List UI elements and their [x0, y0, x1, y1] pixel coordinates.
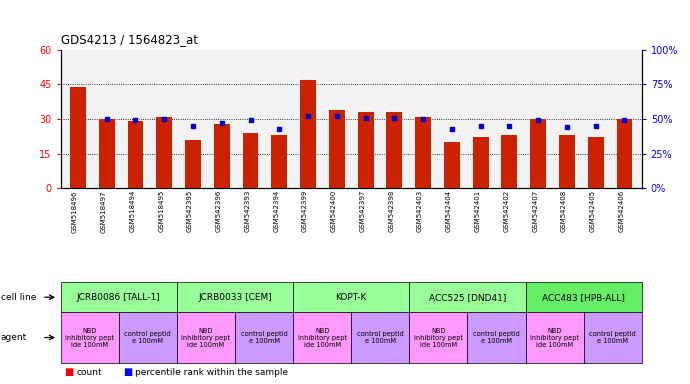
Text: GSM542408: GSM542408 [561, 190, 567, 232]
Text: GSM542403: GSM542403 [417, 190, 423, 232]
Text: GSM542407: GSM542407 [532, 190, 538, 232]
Text: control peptid
e 100mM: control peptid e 100mM [589, 331, 636, 344]
Bar [300, 80, 316, 188]
Text: control peptid
e 100mM: control peptid e 100mM [241, 331, 288, 344]
Text: GSM542401: GSM542401 [475, 190, 481, 232]
Bar [559, 135, 575, 188]
Text: JCRB0033 [CEM]: JCRB0033 [CEM] [198, 293, 272, 302]
Text: count: count [77, 368, 102, 377]
Text: GSM518496: GSM518496 [72, 190, 78, 233]
Text: NBD
inhibitory pept
ide 100mM: NBD inhibitory pept ide 100mM [530, 328, 579, 348]
Text: GSM542399: GSM542399 [302, 190, 308, 232]
Text: JCRB0086 [TALL-1]: JCRB0086 [TALL-1] [77, 293, 161, 302]
Text: ACC483 [HPB-ALL]: ACC483 [HPB-ALL] [542, 293, 625, 302]
Text: GSM542406: GSM542406 [618, 190, 624, 232]
Text: cell line: cell line [1, 293, 36, 302]
Text: GSM518494: GSM518494 [130, 190, 135, 232]
Bar [617, 119, 632, 188]
Bar [473, 137, 489, 188]
Bar [70, 87, 86, 188]
Bar [415, 117, 431, 188]
Text: GSM542394: GSM542394 [273, 190, 279, 232]
Text: KOPT-K: KOPT-K [335, 293, 367, 302]
Bar [502, 135, 518, 188]
Text: GSM542396: GSM542396 [216, 190, 221, 232]
Bar [329, 110, 345, 188]
Bar [185, 140, 201, 188]
Text: GSM542405: GSM542405 [590, 190, 595, 232]
Text: agent: agent [1, 333, 27, 342]
Bar [214, 124, 230, 188]
Text: ACC525 [DND41]: ACC525 [DND41] [428, 293, 506, 302]
Text: NBD
inhibitory pept
ide 100mM: NBD inhibitory pept ide 100mM [297, 328, 346, 348]
Text: NBD
inhibitory pept
ide 100mM: NBD inhibitory pept ide 100mM [414, 328, 463, 348]
Bar [243, 133, 259, 188]
Text: control peptid
e 100mM: control peptid e 100mM [357, 331, 404, 344]
Text: NBD
inhibitory pept
ide 100mM: NBD inhibitory pept ide 100mM [66, 328, 115, 348]
Bar [530, 119, 546, 188]
Text: GSM518495: GSM518495 [158, 190, 164, 232]
Text: control peptid
e 100mM: control peptid e 100mM [473, 331, 520, 344]
Bar [444, 142, 460, 188]
Text: GSM542398: GSM542398 [388, 190, 395, 232]
Bar [99, 119, 115, 188]
Text: GSM542393: GSM542393 [244, 190, 250, 232]
Text: control peptid
e 100mM: control peptid e 100mM [124, 331, 171, 344]
Text: GSM542395: GSM542395 [187, 190, 193, 232]
Text: GSM542397: GSM542397 [359, 190, 366, 232]
Text: GSM542400: GSM542400 [331, 190, 337, 232]
Bar [588, 137, 604, 188]
Bar [357, 112, 373, 188]
Bar [271, 135, 287, 188]
Bar [128, 121, 144, 188]
Text: percentile rank within the sample: percentile rank within the sample [135, 368, 288, 377]
Text: GSM518497: GSM518497 [101, 190, 107, 233]
Text: GSM542402: GSM542402 [504, 190, 509, 232]
Bar [157, 117, 172, 188]
Text: ■: ■ [64, 367, 73, 377]
Text: GSM542404: GSM542404 [446, 190, 452, 232]
Bar [386, 112, 402, 188]
Text: NBD
inhibitory pept
ide 100mM: NBD inhibitory pept ide 100mM [181, 328, 230, 348]
Text: ■: ■ [123, 367, 132, 377]
Text: GDS4213 / 1564823_at: GDS4213 / 1564823_at [61, 33, 198, 46]
